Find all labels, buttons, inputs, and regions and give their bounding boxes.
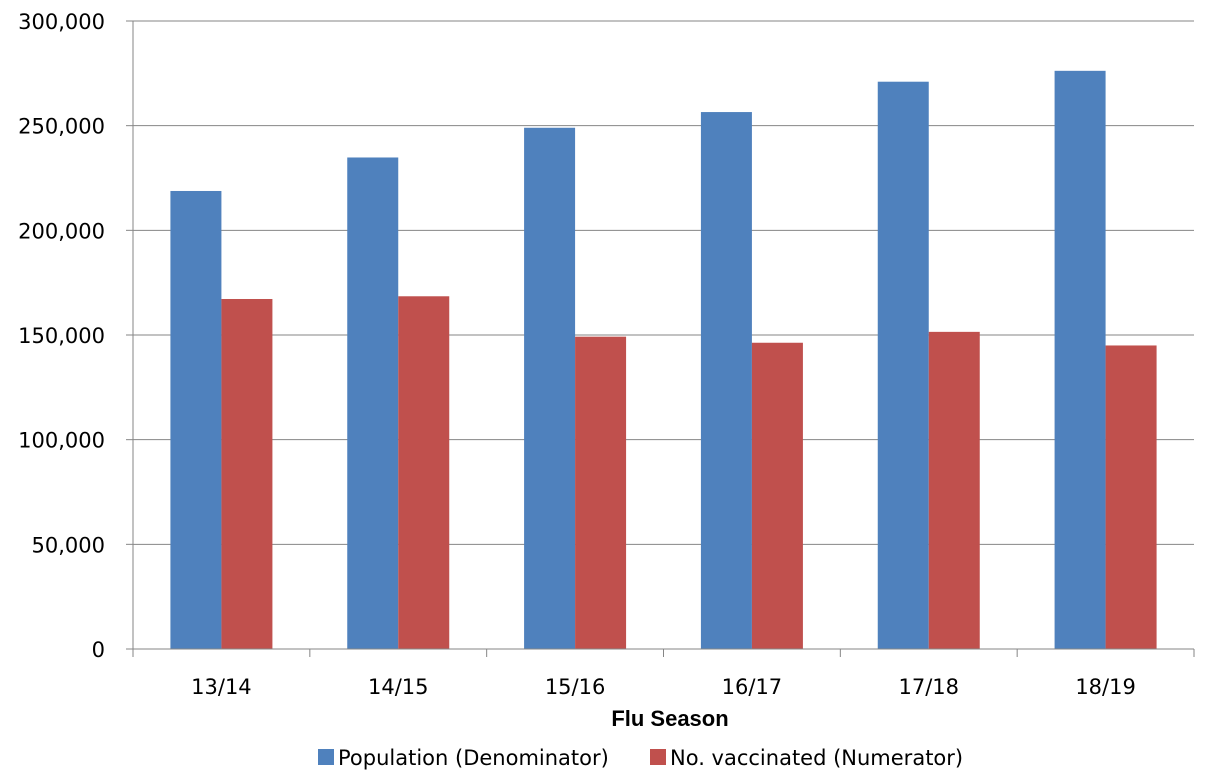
bars xyxy=(170,70,1157,649)
bar-vaccinated-18-19 xyxy=(1105,345,1157,649)
y-tick-label: 250,000 xyxy=(18,115,105,139)
y-axis-tick-labels: 0 50,000 100,000 150,000 200,000 250,000 300,0… xyxy=(18,10,105,662)
y-tick-label: 50,000 xyxy=(32,533,105,557)
bar-population-18-19 xyxy=(1054,70,1106,649)
axes xyxy=(126,20,1195,657)
bar-vaccinated-14-15 xyxy=(398,296,450,649)
x-tick-label: 15/16 xyxy=(545,675,606,699)
bar-vaccinated-17-18 xyxy=(928,331,980,649)
x-tick-label: 14/15 xyxy=(368,675,429,699)
gridlines xyxy=(133,20,1194,545)
legend-swatch xyxy=(650,749,666,765)
x-axis-title: Flu Season xyxy=(611,706,728,731)
legend: Population (Denominator) No. vaccinated (… xyxy=(318,746,963,770)
legend-label: No. vaccinated (Numerator) xyxy=(670,746,963,770)
x-tick-label: 18/19 xyxy=(1075,675,1136,699)
bar-vaccinated-16-17 xyxy=(751,342,803,649)
bar-population-17-18 xyxy=(877,81,929,649)
bar-population-16-17 xyxy=(700,112,752,649)
x-tick-label: 16/17 xyxy=(722,675,783,699)
legend-swatch xyxy=(318,749,334,765)
bar-population-14-15 xyxy=(347,157,399,649)
bar-population-13-14 xyxy=(170,190,222,649)
y-tick-label: 300,000 xyxy=(18,10,105,34)
bar-vaccinated-13-14 xyxy=(221,298,273,649)
legend-label: Population (Denominator) xyxy=(338,746,609,770)
y-tick-label: 0 xyxy=(92,638,105,662)
bar-vaccinated-15-16 xyxy=(575,336,627,649)
y-tick-label: 100,000 xyxy=(18,429,105,453)
y-tick-label: 200,000 xyxy=(18,219,105,243)
x-axis-tick-labels: 13/14 14/15 15/16 16/17 17/18 18/19 xyxy=(191,675,1136,699)
bar-population-15-16 xyxy=(524,127,576,649)
y-tick-label: 150,000 xyxy=(18,324,105,348)
x-tick-label: 17/18 xyxy=(898,675,959,699)
x-tick-label: 13/14 xyxy=(191,675,252,699)
